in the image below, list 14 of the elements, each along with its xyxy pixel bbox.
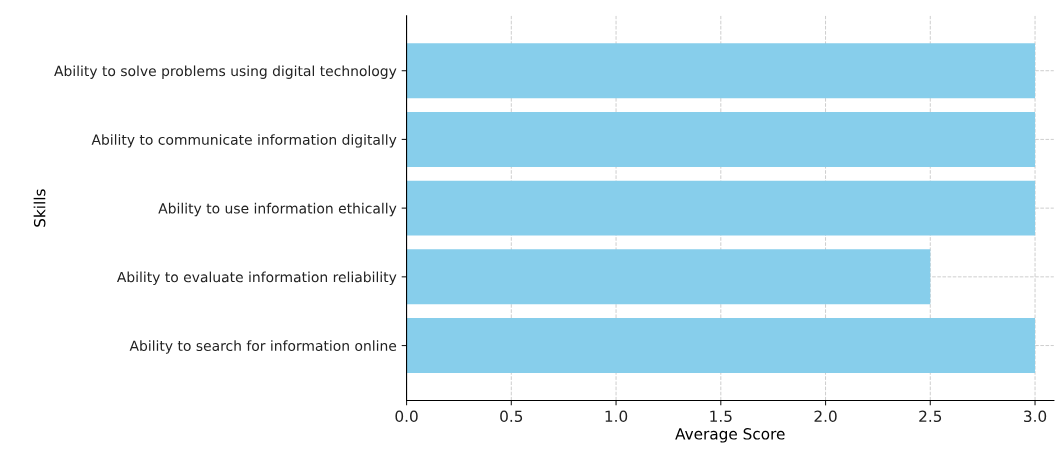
y-tick-label: Ability to search for information online xyxy=(129,340,397,354)
x-tick-label: 0.0 xyxy=(395,410,418,423)
y-tick-label: Ability to evaluate information reliability xyxy=(116,271,397,285)
y-tick-label: Ability to use information ethically xyxy=(158,202,397,217)
y-axis-title: Skills xyxy=(33,189,46,227)
x-tick-label: 2.0 xyxy=(814,410,837,423)
x-tick-label: 3.0 xyxy=(1024,410,1047,423)
y-tick-label: Ability to solve problems using digital technology xyxy=(54,65,397,79)
x-tick-label: 1.0 xyxy=(605,410,628,423)
x-tick-label: 0.5 xyxy=(500,410,523,423)
x-tick-label: 1.5 xyxy=(710,410,732,423)
x-axis-title: Average Score xyxy=(675,428,785,443)
x-tick-label: 2.5 xyxy=(919,410,942,423)
y-tick-label: Ability to communicate information digitally xyxy=(91,134,397,148)
